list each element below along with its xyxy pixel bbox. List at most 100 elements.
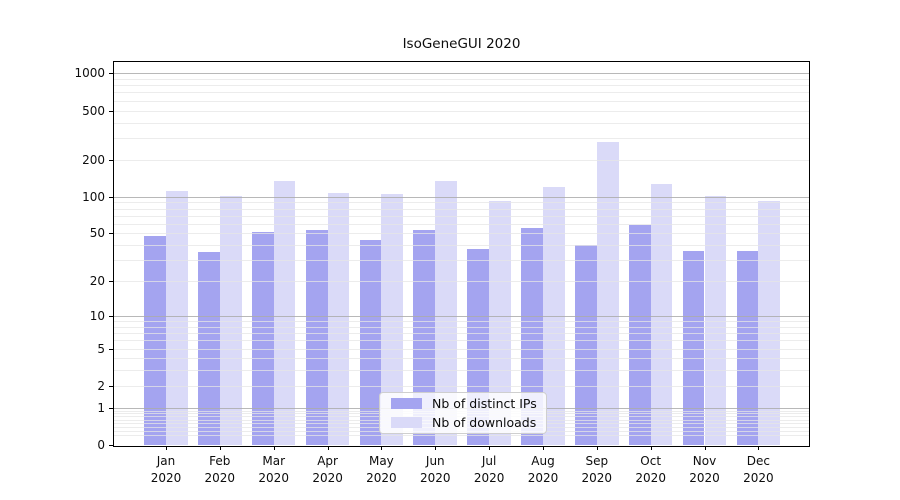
legend-label-distinct-ips: Nb of distinct IPs [432, 396, 537, 411]
bar-downloads [543, 186, 565, 445]
x-tick-mark [596, 446, 598, 450]
legend-swatch-downloads-icon [391, 417, 422, 428]
x-tick-label: Jun 2020 [420, 454, 451, 485]
y-tick-mark [109, 281, 113, 283]
x-tick-mark [704, 446, 706, 450]
bar-distinct-ips [413, 230, 436, 445]
y-tick-mark [109, 316, 113, 317]
grid-line-minor [113, 122, 810, 124]
x-tick-mark [758, 446, 760, 450]
grid-line-minor [113, 385, 810, 387]
x-tick-mark [219, 446, 221, 450]
y-tick-mark [109, 407, 113, 409]
bar-downloads [650, 183, 673, 445]
y-tick-label: 5 [97, 341, 105, 356]
y-tick-mark [109, 110, 113, 112]
legend-item-downloads: Nb of downloads [380, 413, 546, 432]
grid-line-minor [113, 358, 810, 360]
grid-line-minor [113, 233, 810, 235]
bar-downloads [219, 196, 242, 445]
bar-distinct-ips [521, 228, 543, 445]
legend: Nb of distinct IPs Nb of downloads [379, 392, 547, 434]
grid-line-minor [113, 281, 810, 283]
bar-distinct-ips [198, 252, 220, 445]
grid-line-minor [113, 110, 810, 112]
y-tick-label: 100 [82, 189, 105, 204]
bar-distinct-ips [575, 245, 597, 445]
bar-distinct-ips [359, 240, 382, 445]
y-tick-mark [109, 445, 113, 446]
grid-line-minor [113, 260, 810, 262]
grid-line-minor [113, 435, 810, 437]
grid-line-minor [113, 137, 810, 139]
bar-downloads [704, 196, 727, 445]
grid-line-minor [113, 78, 810, 80]
x-tick-mark [381, 446, 383, 450]
y-tick-mark [109, 196, 113, 198]
grid-line-minor [113, 92, 810, 94]
y-tick-label: 200 [82, 152, 105, 167]
y-tick-label: 50 [89, 226, 105, 241]
grid-line-minor [113, 370, 810, 372]
x-tick-label: Oct 2020 [635, 454, 666, 485]
bar-downloads [166, 190, 188, 445]
grid-line-minor [113, 333, 810, 335]
bar-distinct-ips [305, 230, 328, 445]
bar-distinct-ips [682, 250, 705, 445]
x-tick-label: Feb 2020 [204, 454, 236, 485]
x-tick-label: Sep 2020 [581, 454, 613, 485]
legend-item-distinct-ips: Nb of distinct IPs [380, 394, 546, 413]
x-tick-mark [166, 446, 167, 450]
grid-line-major [113, 73, 810, 75]
bar-downloads [381, 193, 404, 445]
bar-downloads [435, 180, 458, 445]
grid-line-minor [113, 100, 810, 102]
chart-title: IsoGeneGUI 2020 [402, 36, 521, 52]
grid-line-minor [113, 85, 810, 87]
grid-line-minor [113, 159, 810, 161]
y-tick-mark [109, 385, 113, 387]
grid-line-minor [113, 202, 810, 204]
bar-distinct-ips [736, 250, 759, 445]
y-tick-label: 20 [89, 274, 105, 289]
y-tick-label: 2 [97, 378, 105, 393]
x-tick-label: Nov 2020 [689, 454, 720, 485]
x-tick-mark [435, 446, 437, 450]
grid-line-minor [113, 340, 810, 342]
grid-line-minor [113, 348, 810, 350]
x-tick-mark [327, 446, 329, 450]
legend-label-downloads: Nb of downloads [432, 415, 537, 430]
bar-downloads [489, 200, 511, 445]
y-tick-mark [109, 348, 113, 350]
grid-line-minor [113, 326, 810, 328]
x-tick-label: Jul 2020 [473, 454, 505, 485]
bar-distinct-ips [628, 224, 651, 445]
bar-downloads [327, 193, 350, 445]
y-tick-mark [109, 159, 113, 161]
x-tick-label: Mar 2020 [258, 454, 289, 485]
grid-line-minor [113, 223, 810, 225]
x-tick-mark [273, 446, 275, 450]
x-tick-mark [650, 446, 652, 450]
grid-line-minor [113, 321, 810, 323]
grid-line-minor [113, 245, 810, 247]
bar-downloads [273, 180, 296, 445]
grid-line-major [113, 196, 810, 198]
x-tick-mark [543, 446, 544, 450]
x-tick-label: Jan 2020 [150, 454, 182, 485]
grid-line-minor [113, 215, 810, 217]
y-tick-mark [109, 73, 113, 75]
y-tick-mark [109, 233, 113, 235]
y-tick-label: 500 [82, 103, 105, 118]
grid-line-minor [113, 208, 810, 210]
x-tick-label: Aug 2020 [527, 454, 559, 485]
bar-downloads [758, 201, 781, 445]
x-tick-label: Dec 2020 [743, 454, 774, 485]
y-tick-label: 0 [97, 438, 105, 452]
x-tick-label: Apr 2020 [312, 454, 343, 485]
x-tick-mark [489, 446, 491, 450]
y-tick-label: 1000 [74, 66, 105, 81]
bar-distinct-ips [251, 232, 274, 445]
y-tick-label: 1 [97, 400, 105, 415]
